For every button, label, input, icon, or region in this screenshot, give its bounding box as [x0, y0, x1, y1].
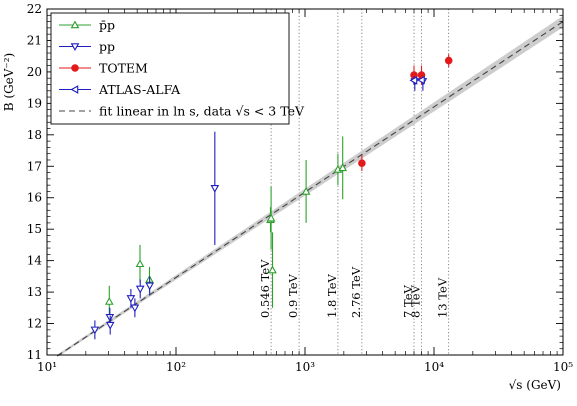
energy-annotation: 0.546 TeV: [258, 259, 272, 318]
data-point: [210, 185, 220, 193]
legend-label: ATLAS-ALFA: [98, 82, 181, 97]
data-point: [416, 75, 425, 85]
energy-annotation: 7 TeV: [401, 284, 415, 318]
y-tick-label: 16: [27, 191, 42, 205]
x-tick-label: 10⁴: [424, 360, 444, 374]
y-axis-label: B (GeV⁻²): [2, 53, 16, 112]
data-point: [145, 282, 155, 291]
x-axis-label: √s (GeV): [509, 378, 561, 392]
y-tick-label: 19: [27, 96, 42, 110]
y-tick-label: 21: [27, 33, 42, 47]
x-tick-label: 10¹: [37, 360, 57, 374]
data-point: [268, 265, 277, 274]
x-tick-label: 10³: [295, 360, 315, 374]
data-point: [90, 326, 100, 335]
data-point: [126, 295, 136, 303]
energy-annotation: 13 TeV: [436, 277, 450, 318]
legend-label: p̄p: [99, 18, 115, 33]
data-point: [135, 285, 145, 294]
y-tick-label: 15: [27, 222, 42, 236]
data-point: [409, 76, 418, 85]
y-tick-label: 13: [27, 285, 42, 299]
fit-line: [56, 21, 564, 357]
y-tick-label: 18: [27, 128, 42, 142]
energy-annotation: 8 TeV: [408, 284, 422, 318]
y-tick-label: 11: [27, 348, 42, 362]
legend-marker: [70, 43, 80, 52]
y-tick-label: 14: [27, 254, 43, 268]
data-point: [104, 296, 114, 305]
data-point: [266, 213, 276, 222]
y-tick-label: 17: [27, 159, 42, 173]
legend-label: TOTEM: [99, 61, 148, 76]
energy-annotation: 1.8 TeV: [325, 273, 339, 318]
data-point: [338, 163, 348, 172]
legend-marker: [71, 64, 79, 72]
x-tick-label: 10²: [166, 360, 186, 374]
y-tick-label: 12: [27, 317, 42, 331]
legend-marker: [70, 20, 80, 29]
data-point: [444, 56, 453, 65]
data-point: [358, 159, 366, 167]
energy-annotation: 2.76 TeV: [349, 266, 363, 318]
data-point: [105, 321, 115, 330]
x-tick-label: 10⁵: [553, 360, 573, 374]
energy-annotation: 0.9 TeV: [286, 273, 300, 318]
legend-label: fit linear in ln s, data √s < 3 TeV: [99, 104, 305, 119]
data-point: [135, 259, 145, 268]
y-tick-label: 22: [27, 2, 42, 16]
data-point: [301, 186, 311, 195]
legend-label: pp: [99, 39, 115, 54]
data-point: [130, 304, 140, 313]
legend-marker: [70, 85, 79, 94]
y-tick-label: 20: [27, 65, 42, 79]
